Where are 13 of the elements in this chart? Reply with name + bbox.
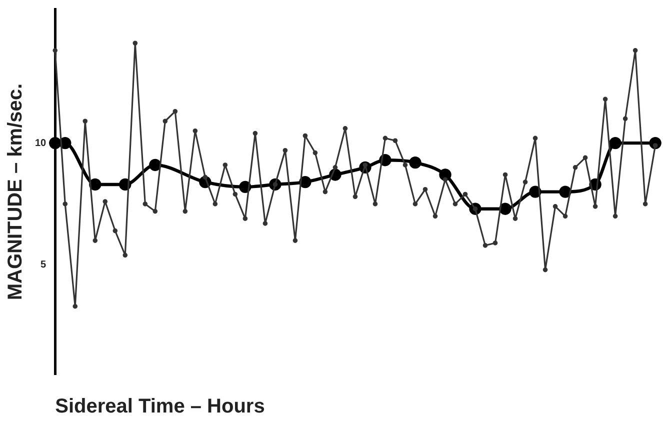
y-axis-title: MAGNITUDE – km/sec. (4, 83, 27, 300)
point (439, 168, 452, 181)
point (299, 176, 312, 188)
y-tick-label: 5 (40, 260, 47, 271)
point (149, 158, 162, 172)
y-tick-label: 10 (35, 138, 47, 149)
point (49, 136, 62, 150)
point (559, 186, 572, 198)
x-axis-title: Sidereal Time – Hours (55, 396, 265, 418)
point (609, 136, 622, 150)
point (409, 156, 422, 169)
point (89, 178, 102, 191)
point (499, 202, 512, 215)
